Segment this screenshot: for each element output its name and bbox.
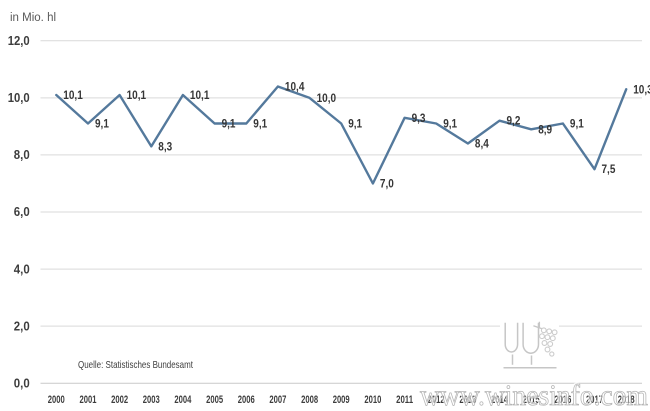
svg-text:in Mio. hl: in Mio. hl bbox=[10, 12, 56, 24]
svg-text:10,4: 10,4 bbox=[285, 82, 305, 94]
svg-text:10,1: 10,1 bbox=[63, 90, 83, 102]
svg-text:2006: 2006 bbox=[238, 394, 255, 406]
svg-text:2017: 2017 bbox=[586, 394, 603, 406]
svg-text:4,0: 4,0 bbox=[14, 262, 30, 276]
svg-text:9,1: 9,1 bbox=[222, 119, 236, 131]
svg-text:9,1: 9,1 bbox=[348, 119, 362, 131]
svg-text:2005: 2005 bbox=[206, 394, 223, 406]
svg-text:8,9: 8,9 bbox=[538, 124, 552, 136]
svg-text:2,0: 2,0 bbox=[14, 319, 30, 333]
svg-text:9,1: 9,1 bbox=[443, 119, 457, 131]
svg-text:2010: 2010 bbox=[364, 394, 381, 406]
svg-text:2003: 2003 bbox=[143, 394, 160, 406]
svg-text:2012: 2012 bbox=[428, 394, 445, 406]
svg-text:2014: 2014 bbox=[491, 394, 509, 406]
svg-text:9,1: 9,1 bbox=[570, 119, 584, 131]
svg-text:9,1: 9,1 bbox=[95, 119, 109, 131]
svg-text:2001: 2001 bbox=[80, 394, 97, 406]
svg-text:2004: 2004 bbox=[174, 394, 192, 406]
svg-text:2002: 2002 bbox=[111, 394, 128, 406]
svg-text:www.winesinfo.com: www.winesinfo.com bbox=[420, 379, 648, 411]
svg-text:2007: 2007 bbox=[269, 394, 286, 406]
svg-text:2013: 2013 bbox=[459, 394, 476, 406]
svg-text:10,1: 10,1 bbox=[127, 90, 147, 102]
svg-text:2009: 2009 bbox=[333, 394, 350, 406]
svg-text:10,3: 10,3 bbox=[633, 84, 650, 96]
svg-text:7,5: 7,5 bbox=[602, 164, 616, 176]
svg-text:2011: 2011 bbox=[396, 394, 413, 406]
svg-text:7,0: 7,0 bbox=[380, 179, 394, 191]
svg-text:8,3: 8,3 bbox=[158, 141, 172, 153]
svg-text:2000: 2000 bbox=[48, 394, 65, 406]
svg-text:2008: 2008 bbox=[301, 394, 318, 406]
svg-text:0,0: 0,0 bbox=[14, 376, 30, 390]
svg-text:10,0: 10,0 bbox=[317, 93, 337, 105]
svg-text:Quelle: Statistisches Bundesam: Quelle: Statistisches Bundesamt bbox=[78, 359, 193, 371]
svg-text:2016: 2016 bbox=[554, 394, 571, 406]
svg-text:2018: 2018 bbox=[618, 394, 635, 406]
svg-text:2015: 2015 bbox=[523, 394, 540, 406]
svg-text:6,0: 6,0 bbox=[14, 205, 30, 219]
svg-text:www.winesinfo.com: www.winesinfo.com bbox=[419, 378, 647, 411]
svg-text:8,0: 8,0 bbox=[14, 148, 30, 162]
svg-text:9,3: 9,3 bbox=[412, 113, 426, 125]
svg-text:10,0: 10,0 bbox=[8, 91, 30, 105]
svg-text:10,1: 10,1 bbox=[190, 90, 210, 102]
svg-text:8,4: 8,4 bbox=[475, 139, 489, 151]
svg-text:9,1: 9,1 bbox=[253, 119, 267, 131]
svg-text:9,2: 9,2 bbox=[507, 116, 521, 128]
svg-text:12,0: 12,0 bbox=[8, 34, 30, 48]
